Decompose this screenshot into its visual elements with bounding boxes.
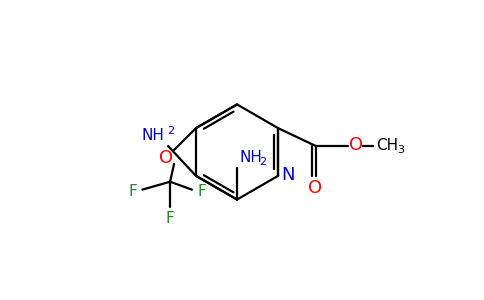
Text: 2: 2 bbox=[167, 126, 175, 136]
Text: O: O bbox=[308, 178, 322, 196]
Text: 2: 2 bbox=[259, 157, 266, 167]
Text: CH: CH bbox=[376, 137, 398, 152]
Text: F: F bbox=[197, 184, 206, 199]
Text: N: N bbox=[281, 166, 295, 184]
Text: O: O bbox=[349, 136, 363, 154]
Text: NH: NH bbox=[239, 150, 262, 165]
Text: F: F bbox=[128, 184, 137, 199]
Text: F: F bbox=[166, 211, 174, 226]
Text: O: O bbox=[159, 149, 173, 167]
Text: 3: 3 bbox=[397, 145, 405, 155]
Text: NH: NH bbox=[142, 128, 165, 142]
